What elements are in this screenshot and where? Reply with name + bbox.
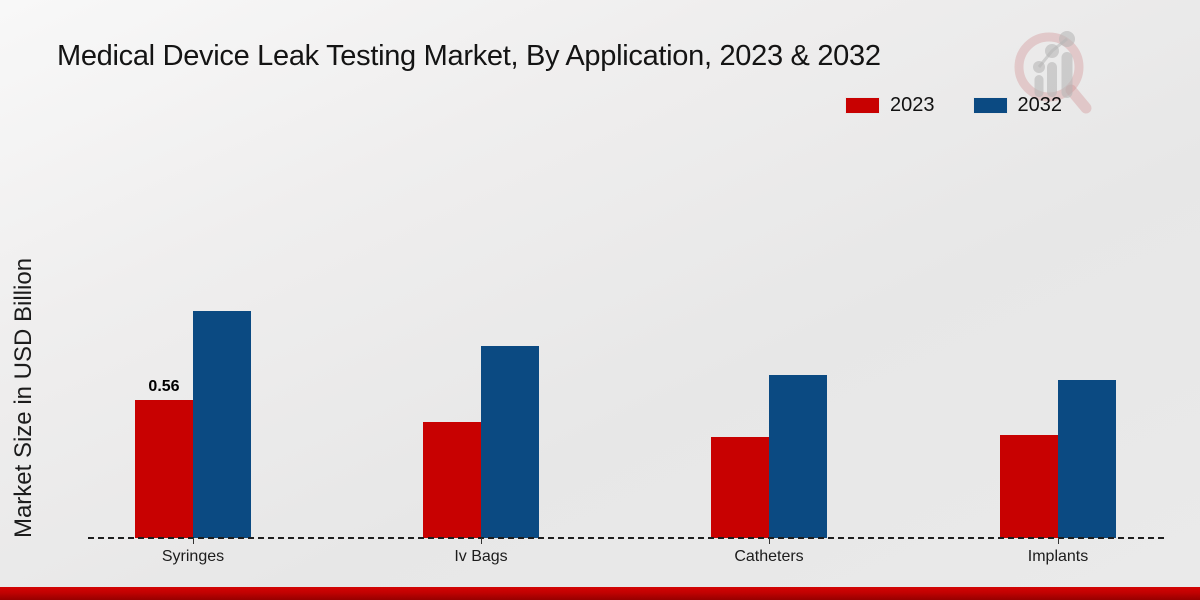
x-axis-tick-implants (1058, 538, 1059, 544)
legend-label-2023: 2023 (890, 94, 935, 116)
bar-value-label: 0.56 (148, 378, 180, 396)
legend-item-2032: 2032 (972, 94, 1063, 117)
category-label-syringes: Syringes (161, 548, 225, 565)
legend-item-2023: 2023 (845, 94, 935, 117)
legend-swatch-2032 (972, 97, 1008, 114)
magnifier-bar-chart-watermark-icon (1002, 26, 1094, 125)
bar-2032-catheters (769, 375, 827, 538)
category-label-catheters: Catheters (734, 548, 804, 565)
legend-swatch-2023 (845, 97, 880, 114)
x-axis-tick-iv-bags (481, 538, 482, 544)
bar-2023-iv-bags (423, 422, 481, 538)
chart-title: Medical Device Leak Testing Market, By A… (57, 40, 881, 72)
bar-2032-implants (1058, 380, 1116, 538)
bar-2023-implants (1000, 435, 1058, 538)
category-label-iv-bags: Iv Bags (454, 548, 508, 565)
x-axis-tick-syringes (193, 538, 194, 544)
category-label-implants: Implants (1027, 548, 1089, 565)
x-axis-baseline (88, 537, 1168, 539)
bar-2023-catheters (711, 437, 769, 538)
bar-2032-syringes (193, 311, 251, 538)
bar-2032-iv-bags (481, 346, 539, 538)
y-axis-label: Market Size in USD Billion (10, 257, 37, 539)
chart-legend: 2023 2032 (845, 94, 1062, 117)
footer-accent-bar (0, 587, 1200, 600)
bar-2023-syringes (135, 400, 193, 538)
x-axis-tick-catheters (769, 538, 770, 544)
legend-label-2032: 2032 (1017, 94, 1063, 116)
